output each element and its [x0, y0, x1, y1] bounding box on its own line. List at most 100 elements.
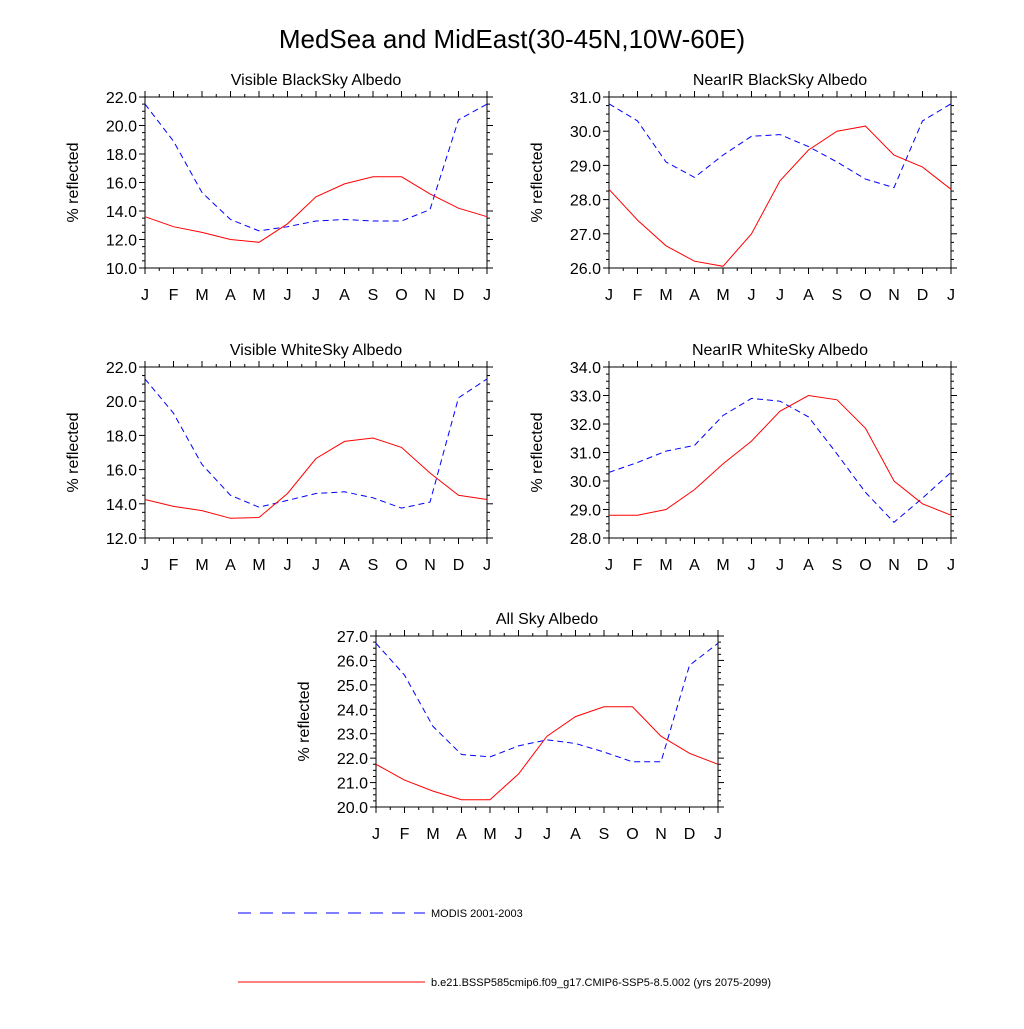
y-axis-label: % reflected	[296, 681, 313, 761]
x-tick-label: J	[543, 826, 551, 843]
legend: MODIS 2001-2003 b.e21.BSSP585cmip6.f09_g1…	[238, 908, 771, 989]
x-tick-label: J	[141, 287, 149, 304]
x-tick-label: S	[368, 287, 379, 304]
x-tick-label: A	[689, 557, 700, 574]
x-tick-label: A	[803, 287, 814, 304]
y-tick-label: 30.0	[570, 124, 601, 141]
y-tick-label: 20.0	[337, 800, 368, 817]
y-tick-label: 22.0	[106, 90, 137, 107]
y-tick-label: 14.0	[106, 204, 137, 221]
x-tick-label: D	[917, 557, 929, 574]
x-tick-label: M	[716, 287, 729, 304]
x-tick-label: N	[424, 557, 436, 574]
x-tick-label: N	[655, 826, 667, 843]
series-line-model	[144, 176, 488, 243]
y-tick-label: 18.0	[106, 147, 137, 164]
x-tick-label: J	[284, 557, 292, 574]
x-tick-label: M	[659, 287, 672, 304]
x-tick-label: J	[947, 287, 955, 304]
figure-title: MedSea and MidEast(30-45N,10W-60E)	[279, 24, 745, 54]
legend-item: b.e21.BSSP585cmip6.f09_g17.CMIP6-SSP5-8.…	[238, 977, 771, 989]
y-tick-label: 12.0	[106, 233, 137, 250]
x-tick-label: A	[570, 826, 581, 843]
series-line-model	[144, 437, 488, 519]
y-tick-label: 12.0	[106, 531, 137, 548]
series-line-modis	[375, 642, 719, 763]
y-tick-label: 25.0	[337, 678, 368, 695]
series-line-model	[375, 706, 719, 801]
x-tick-label: F	[400, 826, 410, 843]
y-tick-label: 20.0	[106, 119, 137, 136]
y-axis-label: % reflected	[529, 142, 546, 222]
x-tick-label: J	[515, 826, 523, 843]
legend-item: MODIS 2001-2003	[238, 908, 523, 920]
x-tick-label: M	[716, 557, 729, 574]
x-tick-label: J	[714, 826, 722, 843]
panel-title: All Sky Albedo	[496, 611, 598, 628]
y-axis-label: % reflected	[65, 142, 82, 222]
x-tick-label: J	[947, 557, 955, 574]
x-tick-label: M	[195, 287, 208, 304]
panel-title: NearIR BlackSky Albedo	[693, 72, 867, 89]
y-tick-label: 23.0	[337, 727, 368, 744]
x-tick-label: J	[372, 826, 380, 843]
x-tick-label: J	[776, 287, 784, 304]
x-tick-label: J	[483, 557, 491, 574]
x-tick-label: A	[339, 287, 350, 304]
y-tick-label: 10.0	[106, 261, 137, 278]
x-tick-label: M	[252, 287, 265, 304]
x-tick-label: D	[453, 287, 465, 304]
x-tick-label: J	[312, 287, 320, 304]
panel-title: Visible BlackSky Albedo	[231, 72, 402, 89]
y-tick-label: 34.0	[570, 360, 601, 377]
y-tick-label: 14.0	[106, 497, 137, 514]
plot-frame	[375, 635, 719, 808]
y-tick-label: 22.0	[106, 360, 137, 377]
x-tick-label: S	[599, 826, 610, 843]
x-tick-label: J	[605, 287, 613, 304]
legend-label: b.e21.BSSP585cmip6.f09_g17.CMIP6-SSP5-8.…	[431, 977, 771, 989]
x-tick-label: F	[169, 557, 179, 574]
y-tick-label: 18.0	[106, 428, 137, 445]
y-tick-label: 28.0	[570, 531, 601, 548]
x-tick-label: J	[748, 557, 756, 574]
x-tick-label: M	[195, 557, 208, 574]
plot-frame	[144, 366, 488, 539]
y-tick-label: 26.0	[337, 653, 368, 670]
y-tick-label: 27.0	[570, 227, 601, 244]
x-tick-label: J	[141, 557, 149, 574]
x-tick-label: D	[684, 826, 696, 843]
y-tick-label: 24.0	[337, 702, 368, 719]
x-tick-label: J	[483, 287, 491, 304]
y-tick-label: 30.0	[570, 474, 601, 491]
x-tick-label: S	[832, 287, 843, 304]
y-tick-label: 16.0	[106, 463, 137, 480]
x-tick-label: M	[483, 826, 496, 843]
x-tick-label: A	[803, 557, 814, 574]
x-tick-label: F	[169, 287, 179, 304]
series-line-modis	[608, 397, 952, 523]
y-tick-label: 21.0	[337, 776, 368, 793]
x-tick-label: O	[859, 557, 871, 574]
x-tick-label: A	[689, 287, 700, 304]
x-tick-label: J	[284, 287, 292, 304]
x-tick-label: O	[859, 287, 871, 304]
series-line-model	[608, 125, 952, 267]
x-tick-label: N	[888, 557, 900, 574]
y-tick-label: 31.0	[570, 446, 601, 463]
x-tick-label: S	[832, 557, 843, 574]
plot-frame	[608, 96, 952, 269]
plot-frame	[608, 366, 952, 539]
y-tick-label: 29.0	[570, 503, 601, 520]
x-tick-label: J	[748, 287, 756, 304]
x-tick-label: J	[776, 557, 784, 574]
y-axis-label: % reflected	[529, 412, 546, 492]
x-tick-label: M	[252, 557, 265, 574]
x-tick-label: M	[659, 557, 672, 574]
y-axis-label: % reflected	[65, 412, 82, 492]
